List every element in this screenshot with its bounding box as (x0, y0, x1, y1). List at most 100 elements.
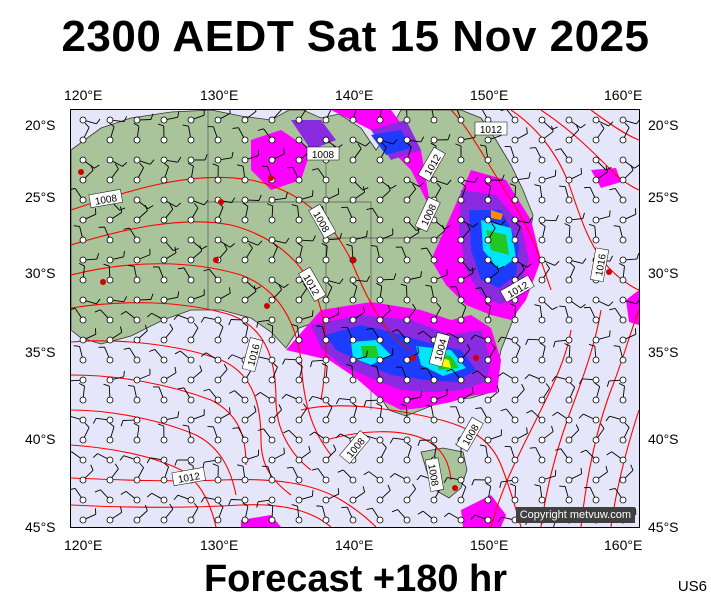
wind-barb-station (296, 257, 302, 263)
wind-barb-station (242, 117, 248, 123)
wind-barb-station (566, 237, 572, 243)
wind-barb-station (620, 117, 626, 123)
wind-barb-station (512, 217, 518, 223)
wind-barb-station (458, 457, 464, 463)
wind-barb-station (566, 377, 572, 383)
wind-barb-station (350, 117, 356, 123)
wind-barb-station (350, 397, 356, 403)
wind-barb-station (539, 197, 545, 203)
wind-barb-station (539, 317, 545, 323)
lat-label-right-30: 30°S (648, 265, 679, 281)
wind-barb-station (323, 477, 329, 483)
wind-barb-station (485, 137, 491, 143)
wind-barb-station (242, 277, 248, 283)
lon-label-top-140: 140°E (335, 87, 373, 103)
wind-barb-shaft (545, 220, 556, 221)
red-dot-marker (100, 279, 106, 285)
wind-barb-station (566, 417, 572, 423)
wind-barb-station (269, 157, 275, 163)
wind-barb-station (296, 117, 302, 123)
lat-label-left-25: 25°S (25, 189, 56, 205)
wind-barb-station (215, 277, 221, 283)
wind-barb-station (215, 497, 221, 503)
wind-barb-station (404, 477, 410, 483)
wind-barb-station (458, 237, 464, 243)
lat-label-left-20: 20°S (25, 117, 56, 133)
wind-barb-station (620, 437, 626, 443)
wind-barb-station (620, 477, 626, 483)
wind-barb-station (512, 357, 518, 363)
wind-barb-station (404, 217, 410, 223)
wind-barb-station (458, 177, 464, 183)
wind-barb-station (404, 137, 410, 143)
wind-barb-station (107, 417, 113, 423)
wind-barb-station (593, 237, 599, 243)
wind-barb-station (323, 237, 329, 243)
wind-barb-station (242, 257, 248, 263)
wind-barb-station (512, 457, 518, 463)
wind-barb-station (512, 377, 518, 383)
wind-barb-station (269, 117, 275, 123)
wind-barb-station (296, 457, 302, 463)
wind-barb-station (485, 257, 491, 263)
wind-barb-station (80, 397, 86, 403)
wind-barb-station (269, 457, 275, 463)
wind-barb-station (539, 157, 545, 163)
lat-label-left-45: 45°S (25, 519, 56, 535)
wind-barb-station (350, 477, 356, 483)
wind-barb-station (404, 437, 410, 443)
wind-barb-station (242, 137, 248, 143)
wind-barb-station (566, 197, 572, 203)
wind-barb-station (215, 217, 221, 223)
wind-barb-station (539, 217, 545, 223)
wind-barb-station (242, 197, 248, 203)
wind-barb-station (134, 297, 140, 303)
wind-barb-feather (610, 210, 611, 216)
wind-barb-station (377, 257, 383, 263)
wind-barb-station (134, 357, 140, 363)
wind-barb-station (566, 437, 572, 443)
wind-barb-station (107, 317, 113, 323)
wind-barb-station (566, 397, 572, 403)
wind-barb-station (566, 497, 572, 503)
wind-barb-station (512, 197, 518, 203)
wind-barb-shaft (272, 506, 273, 517)
lon-label-top-130: 130°E (200, 87, 238, 103)
wind-barb-feather (316, 506, 322, 507)
wind-barb-station (485, 157, 491, 163)
lat-label-right-45: 45°S (648, 519, 679, 535)
wind-barb-station (431, 497, 437, 503)
wind-barb-station (188, 297, 194, 303)
isobar-label: 1008 (312, 150, 335, 161)
wind-barb-station (107, 437, 113, 443)
wind-barb-station (593, 297, 599, 303)
wind-barb-station (161, 437, 167, 443)
lat-label-right-40: 40°S (648, 431, 679, 447)
red-dot-marker (410, 355, 416, 361)
wind-barb-station (215, 137, 221, 143)
wind-barb-station (539, 417, 545, 423)
wind-barb-station (296, 477, 302, 483)
wind-barb-station (566, 297, 572, 303)
wind-barb-station (323, 457, 329, 463)
wind-barb-station (539, 477, 545, 483)
wind-barb-station (161, 137, 167, 143)
wind-barb-station (512, 157, 518, 163)
wind-barb-station (458, 317, 464, 323)
wind-barb-station (377, 277, 383, 283)
wind-barb-station (620, 137, 626, 143)
wind-barb-station (377, 337, 383, 343)
wind-barb-station (215, 457, 221, 463)
wind-barb-station (566, 137, 572, 143)
wind-barb-station (485, 217, 491, 223)
wind-barb-station (269, 337, 275, 343)
lat-label-right-25: 25°S (648, 189, 679, 205)
wind-barb-station (593, 137, 599, 143)
wind-barb-station (539, 457, 545, 463)
wind-barb-station (161, 517, 167, 523)
wind-barb-station (134, 377, 140, 383)
wind-barb-station (188, 257, 194, 263)
wind-barb-station (80, 437, 86, 443)
wind-barb-station (80, 497, 86, 503)
wind-barb-station (242, 177, 248, 183)
